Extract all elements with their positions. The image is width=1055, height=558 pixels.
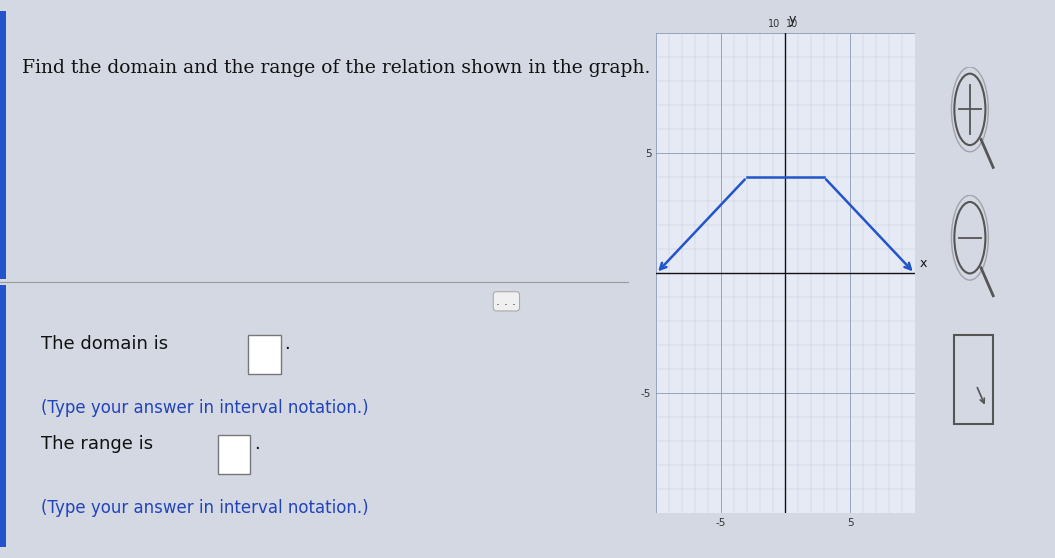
Text: (Type your answer in interval notation.): (Type your answer in interval notation.) [40,399,368,417]
Text: The domain is: The domain is [40,335,173,353]
Text: .: . [285,335,290,353]
Bar [0,285,6,547]
Text: .: . [254,435,260,453]
Text: (Type your answer in interval notation.): (Type your answer in interval notation.) [40,499,368,517]
Text: 10: 10 [786,18,798,28]
FancyBboxPatch shape [217,435,250,474]
Text: . . .: . . . [497,295,516,308]
Text: The range is: The range is [40,435,158,453]
FancyBboxPatch shape [248,335,281,374]
Text: Find the domain and the range of the relation shown in the graph.: Find the domain and the range of the rel… [22,59,651,76]
Bar [0,11,6,279]
Text: x: x [920,257,927,270]
Text: 10: 10 [768,18,781,28]
Text: y: y [788,13,795,26]
